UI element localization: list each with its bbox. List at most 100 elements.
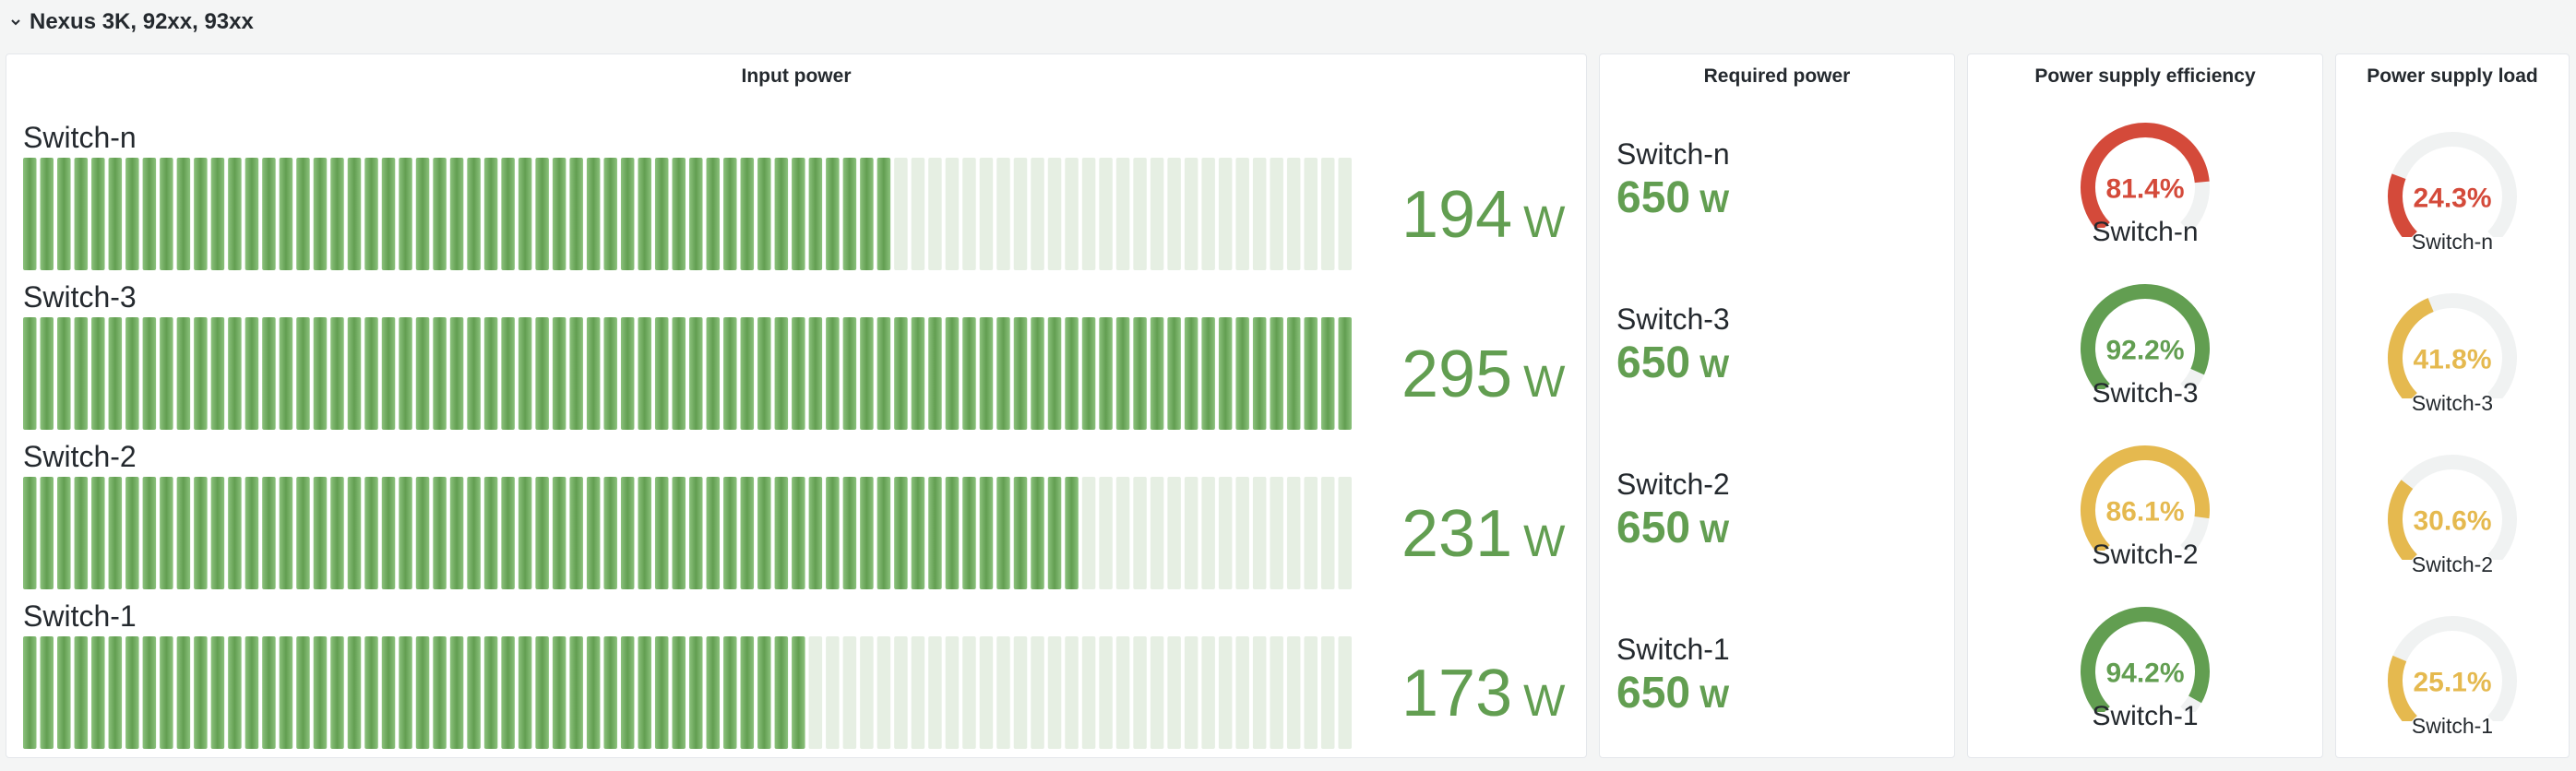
bar-cell-filled bbox=[586, 477, 601, 589]
bar-cell-filled bbox=[826, 158, 840, 270]
gauge-label: Switch-2 bbox=[2411, 552, 2494, 576]
bar-cell-empty bbox=[979, 158, 994, 270]
bar-cell-empty bbox=[1304, 636, 1318, 749]
bar-cell-filled bbox=[228, 636, 242, 749]
bar-cell-filled bbox=[381, 158, 396, 270]
gauge-label: Switch-3 bbox=[2411, 391, 2494, 415]
bar-cell-filled bbox=[330, 158, 344, 270]
bar-cell-filled bbox=[108, 636, 123, 749]
bar-cell-filled bbox=[364, 636, 378, 749]
bar-cell-filled bbox=[125, 317, 139, 430]
bar-cell-filled bbox=[689, 158, 703, 270]
gauge-label: Switch-3 bbox=[2092, 378, 2199, 409]
psu-load-panel: Power supply load 24.3% Switch-n 41.8% Swi… bbox=[2335, 53, 2570, 758]
bar-cell-filled bbox=[1320, 317, 1335, 430]
bar-cell-filled bbox=[723, 317, 737, 430]
bar-cell-empty bbox=[1081, 158, 1096, 270]
bar-gauge-cells bbox=[23, 317, 1352, 430]
row-header-toggle[interactable]: Nexus 3K, 92xx, 93xx bbox=[7, 4, 254, 41]
stat-item: Switch-1 650 W bbox=[1616, 631, 1949, 723]
bar-cell-filled bbox=[877, 477, 891, 589]
bar-cell-filled bbox=[483, 158, 498, 270]
stat-label: Switch-1 bbox=[1616, 633, 1730, 666]
bar-cell-filled bbox=[894, 477, 908, 589]
bar-cell-empty bbox=[945, 636, 960, 749]
gauge: 30.6% Switch-2 bbox=[2336, 444, 2569, 606]
bar-cell-empty bbox=[1338, 477, 1352, 589]
bar-cell-empty bbox=[1167, 158, 1181, 270]
bar-cell-filled bbox=[296, 636, 310, 749]
bar-cell-filled bbox=[74, 158, 89, 270]
panel-title: Required power bbox=[1703, 65, 1851, 87]
bar-cell-filled bbox=[381, 477, 396, 589]
bar-cell-empty bbox=[1150, 477, 1164, 589]
bar-cell-filled bbox=[330, 477, 344, 589]
bar-cell-filled bbox=[142, 158, 157, 270]
bar-cell-filled bbox=[620, 317, 635, 430]
bar-cell-filled bbox=[672, 317, 686, 430]
bar-cell-filled bbox=[569, 317, 583, 430]
bar-cell-filled bbox=[535, 317, 549, 430]
bar-cell-filled bbox=[176, 158, 191, 270]
bar-cell-filled bbox=[244, 317, 259, 430]
bar-cell-filled bbox=[176, 317, 191, 430]
bar-cell-filled bbox=[774, 317, 789, 430]
bar-cell-filled bbox=[279, 158, 293, 270]
bar-cell-filled bbox=[552, 477, 566, 589]
bar-cell-filled bbox=[1133, 317, 1147, 430]
bar-cell-filled bbox=[638, 158, 651, 270]
bar-cell-filled bbox=[23, 317, 37, 430]
bar-cell-filled bbox=[1304, 317, 1318, 430]
bar-cell-filled bbox=[603, 636, 617, 749]
bar-cell-filled bbox=[535, 158, 549, 270]
bar-cell-filled bbox=[1031, 317, 1044, 430]
gauge-value-arc bbox=[2388, 655, 2418, 721]
bar-cell-filled bbox=[535, 477, 549, 589]
bar-cell-filled bbox=[706, 317, 721, 430]
bar-cell-filled bbox=[142, 636, 157, 749]
bar-cell-empty bbox=[911, 636, 925, 749]
bar-cell-filled bbox=[620, 636, 635, 749]
bar-cell-empty bbox=[894, 158, 908, 270]
bar-cell-filled bbox=[928, 477, 942, 589]
bar-cell-empty bbox=[1167, 477, 1181, 589]
bar-cell-filled bbox=[638, 477, 651, 589]
bar-cell-filled bbox=[210, 317, 225, 430]
bar-cell-filled bbox=[74, 477, 89, 589]
bar-cell-empty bbox=[928, 636, 942, 749]
bar-gauge-label: Switch-1 bbox=[23, 599, 137, 633]
gauge-value-arc bbox=[2388, 173, 2418, 237]
bar-cell-filled bbox=[1286, 317, 1301, 430]
bar-cell-filled bbox=[808, 477, 823, 589]
bar-cell-filled bbox=[1184, 317, 1199, 430]
bar-cell-filled bbox=[160, 477, 173, 589]
bar-gauge-row: Switch-1 173 W bbox=[18, 598, 1586, 756]
stat-label: Switch-2 bbox=[1616, 468, 1730, 501]
gauge-value-text: 81.4% bbox=[2105, 173, 2184, 204]
bar-cell-empty bbox=[1235, 158, 1249, 270]
bar-cell-filled bbox=[483, 477, 498, 589]
bar-cell-empty bbox=[1235, 636, 1249, 749]
bar-gauge-cells bbox=[23, 158, 1352, 270]
bar-cell-filled bbox=[142, 477, 157, 589]
bar-cell-filled bbox=[194, 636, 208, 749]
bar-cell-empty bbox=[1184, 477, 1199, 589]
panel-title: Power supply load bbox=[2367, 65, 2538, 87]
bar-cell-filled bbox=[467, 317, 481, 430]
bar-cell-empty bbox=[1320, 477, 1335, 589]
stat-value: 650 W bbox=[1616, 504, 1730, 552]
gauge-value-arc bbox=[2081, 607, 2210, 712]
bar-cell-filled bbox=[654, 477, 669, 589]
bar-cell-empty bbox=[1252, 636, 1267, 749]
bar-cell-filled bbox=[962, 317, 976, 430]
bar-cell-filled bbox=[774, 636, 789, 749]
bar-cell-filled bbox=[1150, 317, 1164, 430]
panel-title: Input power bbox=[741, 65, 852, 87]
bar-cell-empty bbox=[1270, 477, 1283, 589]
bar-cell-filled bbox=[501, 317, 515, 430]
bar-cell-empty bbox=[1184, 158, 1199, 270]
bar-cell-filled bbox=[262, 477, 276, 589]
bar-cell-filled bbox=[279, 636, 293, 749]
bar-cell-filled bbox=[23, 477, 37, 589]
bar-cell-filled bbox=[552, 636, 566, 749]
